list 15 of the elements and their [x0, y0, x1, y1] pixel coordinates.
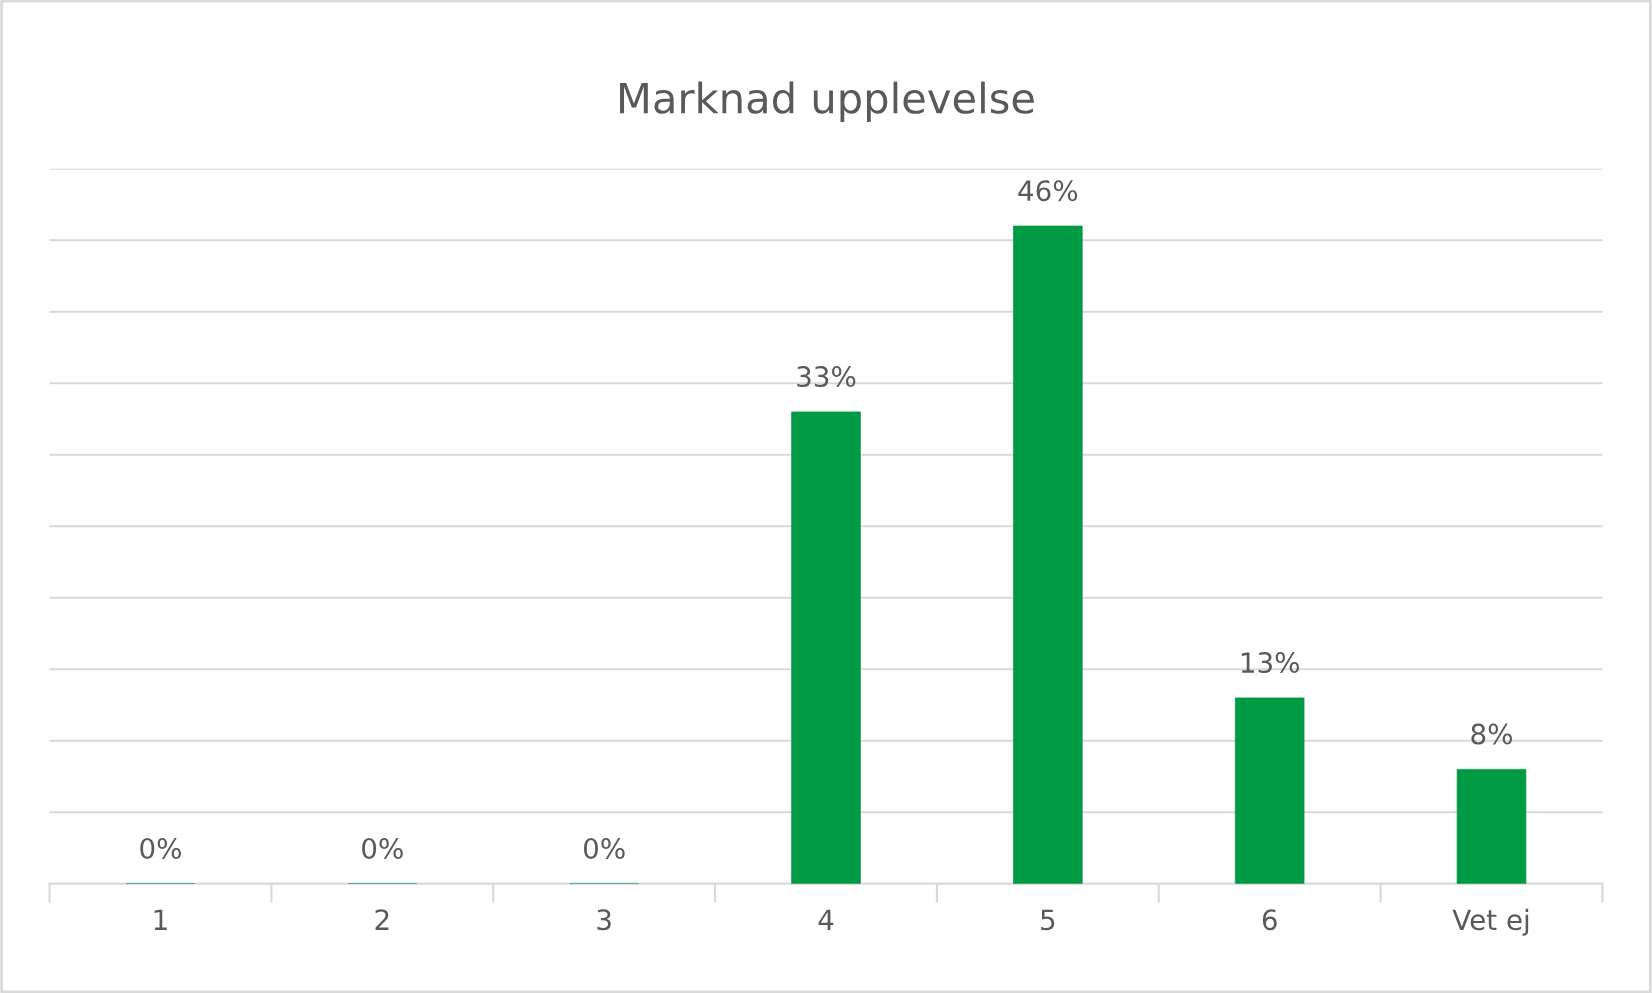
x-tick-label: 2	[375, 909, 389, 930]
x-tick-label: 3	[597, 909, 611, 931]
data-label: 33%	[797, 366, 856, 388]
data-label: 46%	[1018, 180, 1078, 202]
data-label: 0%	[140, 837, 181, 859]
data-label: 13%	[1241, 652, 1300, 674]
x-tick-label: Vet ej	[1452, 908, 1529, 936]
x-tick-label: 4	[818, 909, 834, 930]
x-tick-label: 5	[1041, 909, 1055, 931]
data-label: 8%	[1471, 723, 1513, 745]
x-tick-label: 1	[154, 909, 167, 930]
data-label: 0%	[583, 837, 625, 859]
data-label: 0%	[362, 837, 403, 859]
x-tick-label: 6	[1262, 909, 1277, 931]
chart-title: Marknad upplevelse	[620, 81, 1034, 122]
